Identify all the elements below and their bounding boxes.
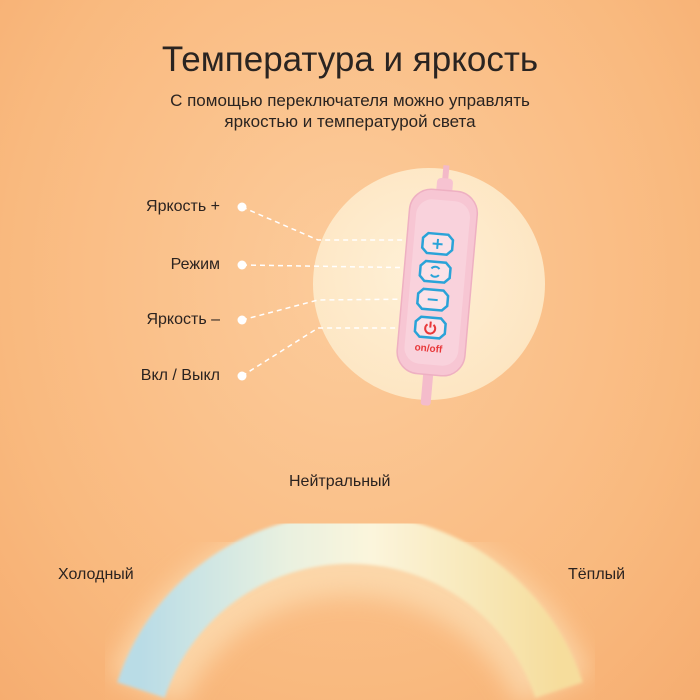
remote-control: on/off xyxy=(396,165,479,406)
minus-icon xyxy=(427,298,438,302)
leader-line-mode xyxy=(241,264,429,269)
label-brightness-plus: Яркость + xyxy=(146,198,220,215)
plus-icon xyxy=(432,238,443,249)
label-warm: Тёплый xyxy=(568,566,626,583)
label-cold: Холодный xyxy=(58,566,134,583)
label-brightness-minus: Яркость – xyxy=(146,311,220,328)
power-label: on/off xyxy=(414,342,443,355)
page-title: Температура и яркость xyxy=(161,40,539,79)
leader-line-power xyxy=(241,327,422,377)
leader-line-brightness-minus xyxy=(241,298,426,321)
leader-dot xyxy=(237,315,247,325)
mode-cycle-icon xyxy=(430,265,441,278)
label-neutral: Нейтральный xyxy=(289,473,391,490)
leader-dot xyxy=(237,371,247,381)
leader-line-brightness-plus xyxy=(241,206,430,241)
page-subtitle: С помощью переключателя можно управлять … xyxy=(170,91,530,131)
mode-button xyxy=(418,259,452,284)
power-icon xyxy=(424,321,437,335)
leader-dot xyxy=(237,202,247,212)
leader-dot xyxy=(237,260,247,270)
label-mode: Режим xyxy=(170,256,220,273)
ring-lamp xyxy=(117,513,583,698)
label-power: Вкл / Выкл xyxy=(140,367,220,384)
